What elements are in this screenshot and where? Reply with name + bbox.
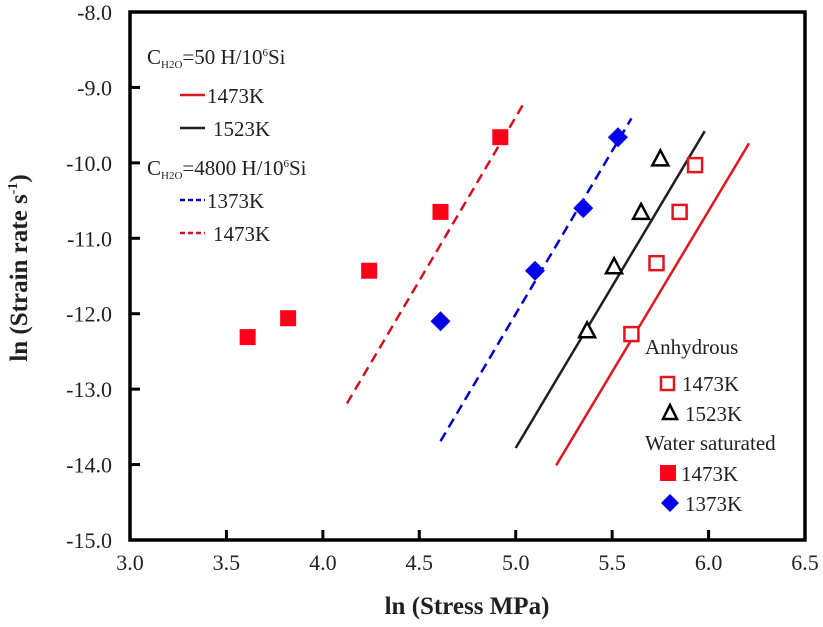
legend-label-anhydrous-1473k: 1473K [682,372,739,396]
legend-group-2-sup: 6 [284,158,290,170]
x-axis-ticks: 3.0 3.5 4.0 4.5 5.0 5.5 6.0 6.5 [116,530,819,575]
legend-group-1-sup: 6 [263,47,269,59]
fit-line-solid [514,130,706,449]
legend-open-triangle-icon [660,402,680,421]
legend-group-2-prefix: C [147,156,161,180]
y-tick-label: -11.0 [67,226,112,251]
legend-group-1-suffix: Si [268,45,286,69]
x-tick-label: 4.5 [406,550,434,575]
legend-label-water-1473k: 1473K [681,462,738,486]
legend-open-square-icon [659,375,676,392]
x-tick-label: 5.0 [502,550,530,575]
legend-group-2-sub: H2O [161,170,182,182]
y-tick-label: -8.0 [77,0,112,25]
legend-label-1523k-solid: 1523K [213,117,270,141]
x-tick-label: 3.5 [213,550,241,575]
open-square-point [623,325,640,343]
open-triangle-point [603,255,625,275]
y-tick-label: -14.0 [66,453,112,478]
y-axis-title-main: ln (Strain rate s [6,194,33,362]
filled-square-point [432,203,449,220]
y-axis-title: ln (Strain rate s-1) [6,174,33,361]
filled-diamond-point [525,260,545,281]
fit-line-solid [555,142,751,466]
legend-group-1-prefix: C [147,45,161,69]
open-triangle-point [630,201,652,221]
y-tick-label: -10.0 [66,151,112,176]
open-triangle-point [576,319,598,339]
filled-diamond-point [430,311,451,332]
legend-group-1-text: =50 H/10 [182,45,262,69]
x-tick-label: 6.0 [695,550,723,575]
y-tick-label: -15.0 [66,528,112,553]
y-tick-label: -9.0 [77,75,112,100]
legend-label-1373k-dashed: 1373K [207,189,264,213]
legend-label-water-1373k: 1373K [685,492,742,516]
fit-line-dashed [439,117,633,442]
filled-square-point [361,262,378,279]
filled-square-point [280,310,297,327]
x-tick-label: 6.5 [791,550,819,575]
plot-frame [128,10,807,542]
filled-diamond-point [607,127,628,148]
legend-filled-diamond-icon [661,494,679,512]
data-points [239,127,704,346]
legend-group-2-title: CH2O=4800 H/106Si [147,156,307,182]
y-axis-title-close: ) [6,174,33,182]
line-legend: CH2O=50 H/106Si 1473K 1523K CH2O=4800 H/… [147,45,307,246]
legend-group-1-sub: H2O [161,59,182,71]
legend-group-2-suffix: Si [289,156,307,180]
y-tick-label: -12.0 [66,302,112,327]
x-tick-label: 5.5 [598,550,626,575]
fit-lines [345,103,751,466]
x-axis-title: ln (Stress MPa) [385,593,550,620]
open-triangle-point [650,147,671,167]
fit-line-dashed [345,103,525,405]
legend-label-1473k-dashed: 1473K [213,222,270,246]
open-square-point [686,156,704,174]
y-axis-title-superscript: -1 [6,183,21,195]
x-tick-label: 3.0 [116,550,144,575]
filled-diamond-point [573,198,594,219]
filled-square-point [492,129,509,146]
legend-group-2-text: =4800 H/10 [182,156,283,180]
open-square-point [671,203,688,221]
filled-square-point [239,329,256,346]
legend-anhydrous-title: Anhydrous [645,335,738,359]
x-tick-label: 4.0 [309,550,337,575]
legend-water-saturated-title: Water saturated [645,431,776,455]
legend-filled-square-icon [660,465,676,481]
marker-legend: Anhydrous 1473K 1523K Water saturated 14… [645,335,776,516]
legend-label-anhydrous-1523k: 1523K [685,402,742,426]
legend-group-1-title: CH2O=50 H/106Si [147,45,286,71]
legend-label-1473k-solid: 1473K [207,84,264,108]
y-axis-ticks: -8.0 -9.0 -10.0 -11.0 -12.0 -13.0 -14.0 -15.0 [66,0,140,553]
open-square-point [648,254,665,272]
y-tick-label: -13.0 [66,377,112,402]
